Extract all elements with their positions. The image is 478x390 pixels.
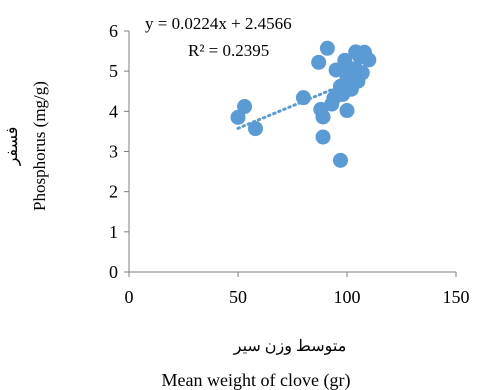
scatter-point xyxy=(247,121,263,137)
y-axis-label-persian: فسفر xyxy=(4,127,21,167)
scatter-point xyxy=(332,152,348,168)
y-axis-label-english: Phosphorus (mg/g) xyxy=(30,81,49,211)
x-tick-label: 0 xyxy=(125,287,134,307)
scatter-point xyxy=(339,103,355,119)
trendline-equation: y = 0.0224x + 2.4566 xyxy=(145,14,292,33)
scatter-point xyxy=(315,109,331,125)
x-tick-label: 150 xyxy=(443,287,470,307)
scatter-point xyxy=(311,54,327,70)
y-tick-label: 5 xyxy=(109,61,118,81)
y-tick-label: 1 xyxy=(109,222,118,242)
scatter-point xyxy=(230,109,246,125)
x-tick-label: 50 xyxy=(229,287,247,307)
y-tick-label: 0 xyxy=(109,262,118,282)
y-tick-label: 3 xyxy=(109,142,118,162)
y-tick-label: 2 xyxy=(109,182,118,202)
scatter-point xyxy=(361,52,377,68)
trendline xyxy=(236,72,371,130)
r-squared-label: R² = 0.2395 xyxy=(188,41,269,60)
ticks-layer: 0 1 2 3 4 5 6 0 50 100 150 xyxy=(109,21,470,307)
marks-layer xyxy=(230,40,377,168)
x-axis-label-english: Mean weight of clove (gr) xyxy=(162,370,351,390)
scatter-point xyxy=(315,129,331,145)
scatter-point xyxy=(328,62,344,78)
x-tick-label: 100 xyxy=(334,287,361,307)
scatter-point xyxy=(237,99,253,115)
x-axis-label-persian: متوسط وزن سیر xyxy=(233,338,347,355)
scatter-point xyxy=(319,40,335,56)
y-tick-label: 6 xyxy=(109,21,118,41)
y-tick-label: 4 xyxy=(109,101,118,121)
